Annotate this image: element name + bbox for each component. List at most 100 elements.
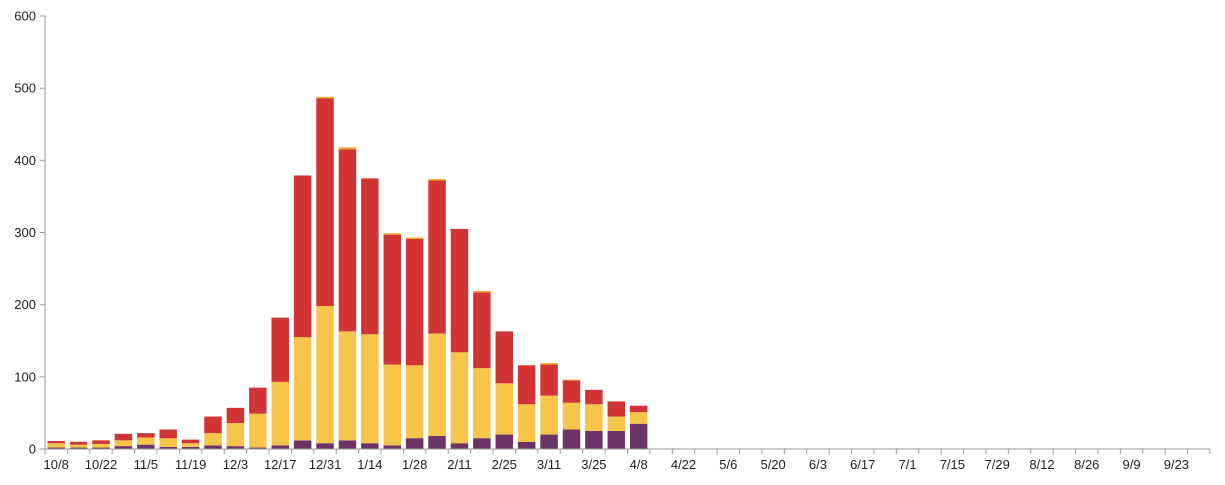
bar-segment-series-3 [271, 317, 289, 382]
bar-segment-series-4 [540, 363, 558, 365]
bar-segment-series-2 [181, 443, 200, 447]
bar-segment-series-3 [316, 98, 334, 307]
bar-segment-series-2 [338, 331, 357, 441]
bar-segment-series-3 [249, 387, 267, 414]
bar-segment-series-3 [629, 405, 648, 413]
y-tick-label: 500 [14, 81, 36, 96]
x-tick-label: 7/15 [940, 457, 965, 472]
bar-segment-series-3 [114, 433, 133, 441]
bar-segment-series-2 [137, 437, 155, 445]
bar-segment-series-1 [383, 445, 401, 449]
bar-segment-series-1 [562, 429, 581, 449]
plot-area [47, 96, 648, 449]
bar-segment-series-1 [181, 446, 200, 449]
bar-segment-series-2 [562, 402, 581, 430]
bar-segment-series-3 [361, 178, 379, 335]
bar-segment-series-3 [450, 228, 469, 353]
y-tick-label: 100 [14, 369, 36, 384]
bar-segment-series-3 [159, 429, 177, 439]
bar-segment-series-1 [405, 438, 424, 449]
bar-segment-series-3 [562, 380, 581, 403]
bar-segment-series-2 [473, 368, 491, 439]
bar-segment-series-2 [361, 334, 379, 444]
bar-segment-series-2 [428, 333, 446, 437]
bar-segment-series-1 [293, 440, 312, 449]
bar-segment-series-3 [585, 389, 603, 405]
bar-segment-series-2 [293, 337, 312, 441]
bar-segment-series-3 [204, 416, 222, 434]
x-tick-label: 7/29 [985, 457, 1010, 472]
bar-segment-series-4 [473, 290, 491, 293]
x-tick-label: 6/3 [809, 457, 827, 472]
bar-segment-series-3 [607, 401, 626, 417]
x-tick-label: 12/31 [309, 457, 342, 472]
bar-segment-series-2 [226, 423, 245, 447]
bar-segment-series-1 [249, 447, 267, 449]
x-tick-label: 9/23 [1164, 457, 1189, 472]
bar-segment-series-3 [428, 180, 446, 334]
bar-segment-series-1 [473, 438, 491, 449]
x-tick-label: 7/1 [899, 457, 917, 472]
bar-segment-series-2 [204, 433, 222, 446]
bar-segment-series-2 [450, 352, 469, 444]
bar-segment-series-3 [47, 441, 65, 444]
bar-segment-series-2 [92, 443, 110, 448]
x-tick-label: 4/22 [671, 457, 696, 472]
bar-segment-series-2 [47, 443, 65, 448]
bar-segment-series-3 [137, 433, 155, 438]
x-tick-label: 12/17 [264, 457, 297, 472]
bar-segment-series-3 [92, 440, 110, 444]
bar-segment-series-1 [629, 423, 648, 449]
bar-segment-series-4 [562, 379, 581, 381]
x-tick-label: 1/28 [402, 457, 427, 472]
x-tick-label: 8/12 [1029, 457, 1054, 472]
bar-segment-series-1 [226, 446, 245, 449]
y-tick-label: 0 [29, 442, 36, 457]
x-tick-label: 2/25 [492, 457, 517, 472]
bar-segment-series-4 [405, 237, 424, 239]
x-tick-label: 9/9 [1123, 457, 1141, 472]
bar-segment-series-2 [316, 306, 334, 444]
bar-segment-series-3 [226, 407, 245, 424]
y-tick-label: 600 [14, 9, 36, 24]
bar-segment-series-1 [517, 441, 536, 449]
bar-segment-series-1 [159, 446, 177, 449]
bar-segment-series-2 [249, 413, 267, 448]
y-tick-label: 400 [14, 153, 36, 168]
bar-segment-series-1 [137, 444, 155, 449]
bar-segment-series-1 [338, 440, 357, 449]
bar-segment-series-1 [607, 430, 626, 449]
bar-segment-series-1 [204, 445, 222, 449]
bar-segment-series-1 [316, 443, 334, 449]
bar-segment-series-1 [540, 434, 558, 449]
y-axis: 0 100 200 300 400 500 600 [14, 9, 46, 457]
bar-segment-series-1 [47, 447, 65, 449]
bar-segment-series-3 [495, 331, 514, 384]
bar-segment-series-1 [69, 447, 88, 449]
bar-segment-series-1 [450, 443, 469, 449]
bar-segment-series-1 [495, 434, 514, 449]
bar-segment-series-2 [540, 395, 558, 435]
bar-segment-series-2 [69, 444, 88, 448]
x-tick-label: 3/25 [581, 457, 606, 472]
bar-segment-series-2 [517, 404, 536, 442]
x-tick-label: 5/6 [719, 457, 737, 472]
bar-segment-series-3 [338, 149, 357, 332]
bar-segment-series-3 [69, 441, 88, 445]
bar-segment-series-3 [181, 439, 200, 444]
bar-segment-series-1 [114, 446, 133, 449]
bar-segment-series-2 [383, 364, 401, 446]
bar-segment-series-4 [316, 96, 334, 99]
x-tick-label: 3/11 [537, 457, 561, 472]
x-tick-label: 1/14 [357, 457, 382, 472]
bar-segment-series-1 [428, 436, 446, 449]
bar-segment-series-3 [383, 234, 401, 365]
bar-segment-series-2 [159, 438, 177, 447]
bar-segment-series-4 [383, 233, 401, 235]
x-tick-label: 11/5 [134, 457, 158, 472]
bar-segment-series-1 [361, 443, 379, 449]
bar-segment-series-3 [405, 238, 424, 366]
x-tick-label: 11/19 [175, 457, 207, 472]
bar-segment-series-3 [293, 175, 312, 338]
x-tick-label: 10/22 [85, 457, 118, 472]
